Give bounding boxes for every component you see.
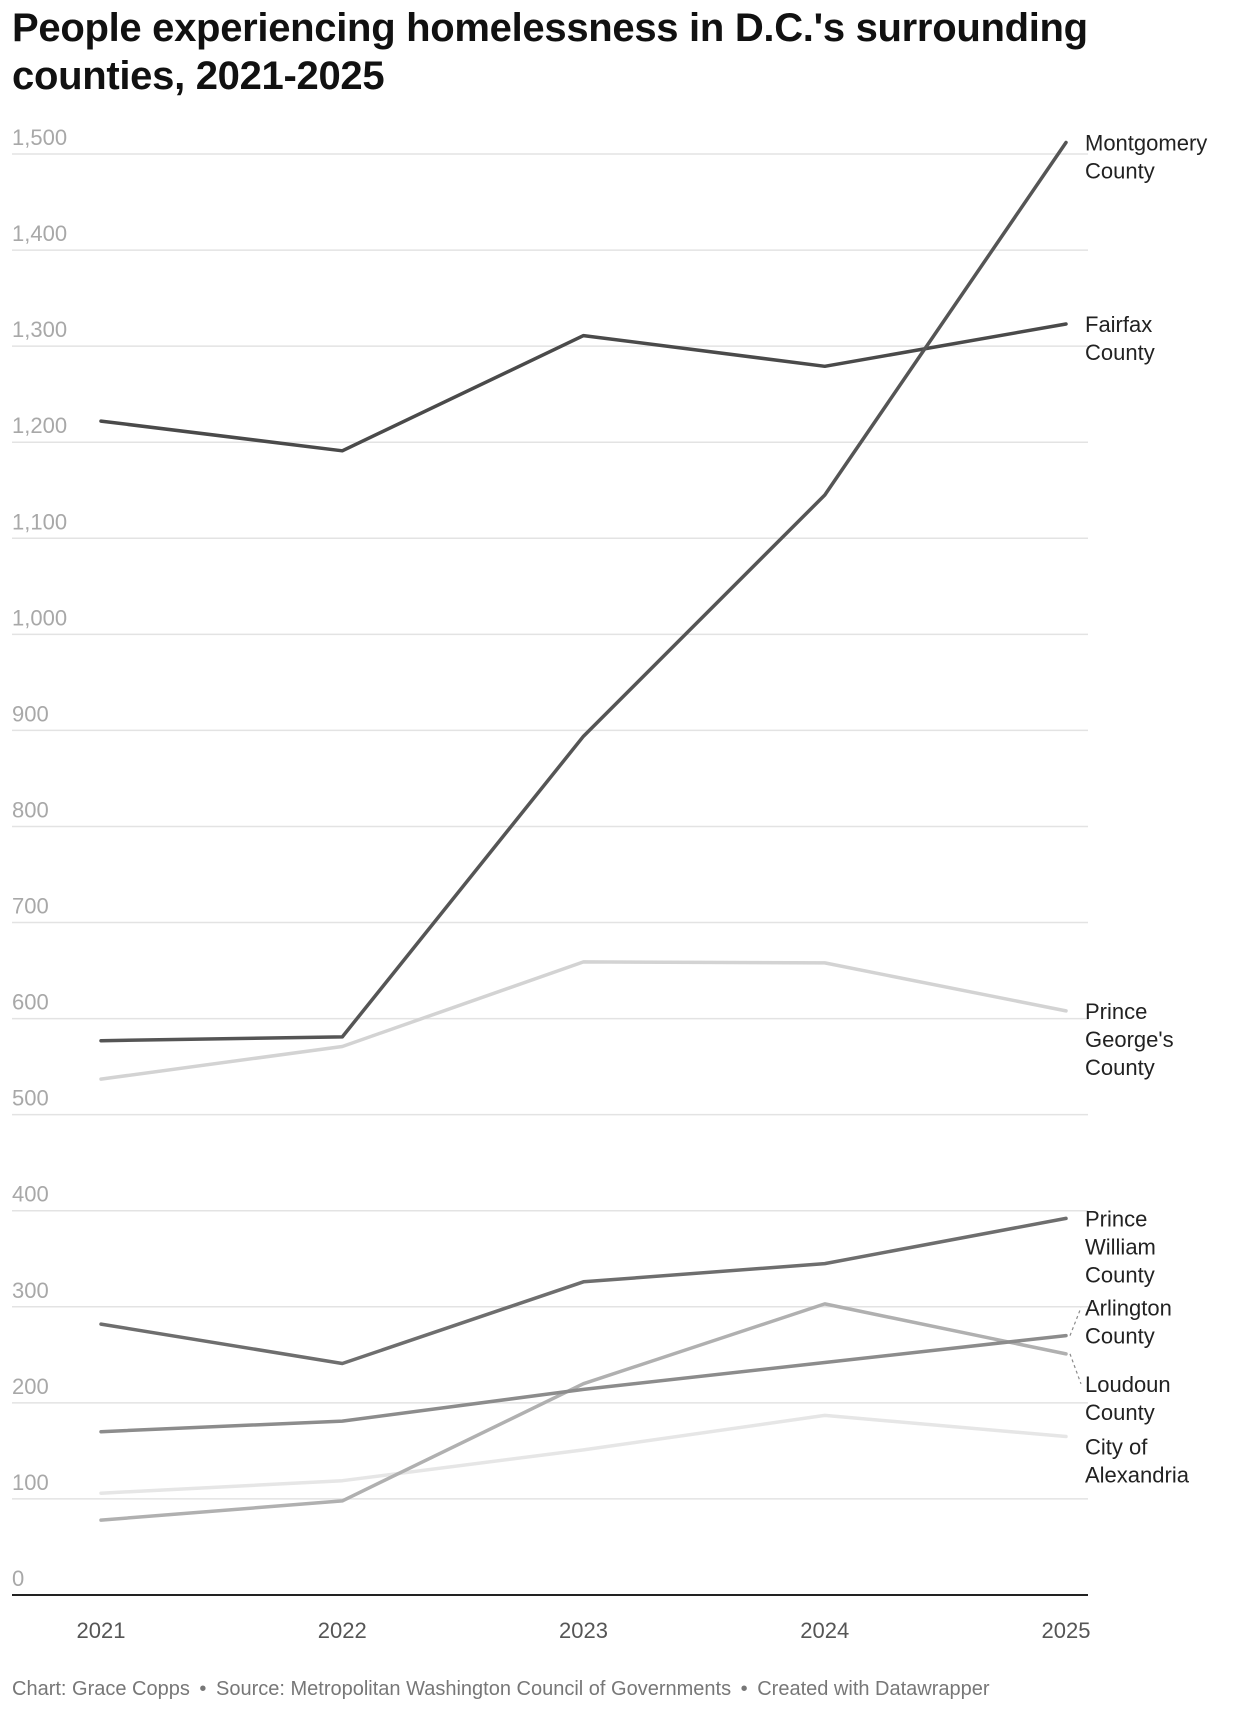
y-tick-label: 600: [12, 990, 49, 1015]
series-label-fairfax-county: Fairfax County: [1085, 312, 1155, 365]
series-line-arlington-county: [99, 1333, 1068, 1434]
series-label-arlington-county: Arlington County: [1069, 1296, 1172, 1349]
y-tick-label: 900: [12, 701, 49, 726]
footer-separator: •: [199, 1678, 207, 1700]
series-label-line: County: [1085, 340, 1155, 365]
tool-credit: Created with Datawrapper: [757, 1678, 990, 1700]
series-lines: [99, 140, 1068, 1522]
y-tick-label: 300: [12, 1278, 49, 1303]
series-label-prince-william-county: Prince William County: [1085, 1206, 1156, 1287]
y-tick-label: 1,000: [12, 605, 67, 630]
y-tick-label: 400: [12, 1182, 49, 1207]
x-tick-label: 2023: [559, 1618, 608, 1643]
series-label-line: Montgomery: [1085, 130, 1207, 155]
gridlines: [12, 153, 1088, 1500]
series-label-line: Prince: [1085, 1206, 1147, 1231]
series-line-prince-william-county: [99, 1216, 1068, 1366]
series-label-loudoun-county: Loudoun County: [1069, 1353, 1171, 1425]
series-label-line: Arlington: [1085, 1296, 1172, 1321]
series-label-line: Loudoun: [1085, 1372, 1171, 1397]
y-tick-label: 1,400: [12, 221, 67, 246]
series-label-line: George's: [1085, 1027, 1174, 1052]
series-line-city-of-alexandria: [99, 1413, 1068, 1495]
series-label-line: William: [1085, 1234, 1156, 1259]
x-tick-label: 2024: [800, 1618, 849, 1643]
series-line-montgomery-county: [99, 140, 1068, 1043]
series-label-line: County: [1085, 1055, 1155, 1080]
series-labels: Montgomery County Fairfax County Prince Georg…: [1069, 130, 1207, 1487]
series-label-line: Prince: [1085, 999, 1147, 1024]
series-line-loudoun-county: [99, 1302, 1068, 1522]
x-tick-label: 2025: [1042, 1618, 1091, 1643]
y-tick-label: 700: [12, 894, 49, 919]
y-tick-label: 1,300: [12, 317, 67, 342]
y-tick-label: 500: [12, 1086, 49, 1111]
chart-title: People experiencing homelessness in D.C.…: [12, 6, 1088, 98]
chart-footer: Chart: Grace Copps • Source: Metropolita…: [12, 1678, 990, 1701]
chart-credit: Chart: Grace Copps: [12, 1678, 190, 1700]
series-label-line: County: [1085, 1262, 1155, 1287]
y-tick-label: 1,500: [12, 125, 67, 150]
y-tick-label: 100: [12, 1470, 49, 1495]
source-credit: Source: Metropolitan Washington Council …: [216, 1678, 732, 1700]
series-label-prince-george-s-county: Prince George's County: [1085, 999, 1174, 1080]
y-tick-label: 0: [12, 1566, 24, 1591]
series-label-city-of-alexandria: City of Alexandria: [1085, 1434, 1190, 1487]
series-line-fairfax-county: [99, 322, 1068, 453]
label-leader-line: [1069, 1307, 1082, 1336]
x-tick-label: 2021: [77, 1618, 126, 1643]
series-label-line: County: [1085, 1400, 1155, 1425]
series-label-line: County: [1085, 1324, 1155, 1349]
y-axis-tick-labels: 0 100 200 300 400 500 600 700 800 900 1,000 1,100 1,…: [12, 125, 67, 1591]
x-tick-label: 2022: [318, 1618, 367, 1643]
series-label-line: City of: [1085, 1434, 1148, 1459]
label-leader-line: [1069, 1353, 1082, 1385]
y-tick-label: 200: [12, 1374, 49, 1399]
series-line-prince-george-s-county: [99, 960, 1068, 1081]
y-tick-label: 800: [12, 797, 49, 822]
series-label-line: Alexandria: [1085, 1462, 1190, 1487]
y-tick-label: 1,100: [12, 509, 67, 534]
series-label-line: County: [1085, 158, 1155, 183]
x-axis: 2021 2022 2023 2024 2025: [12, 1594, 1091, 1643]
series-label-line: Fairfax: [1085, 312, 1152, 337]
footer-separator: •: [740, 1678, 748, 1700]
y-tick-label: 1,200: [12, 413, 67, 438]
series-label-montgomery-county: Montgomery County: [1085, 130, 1207, 183]
